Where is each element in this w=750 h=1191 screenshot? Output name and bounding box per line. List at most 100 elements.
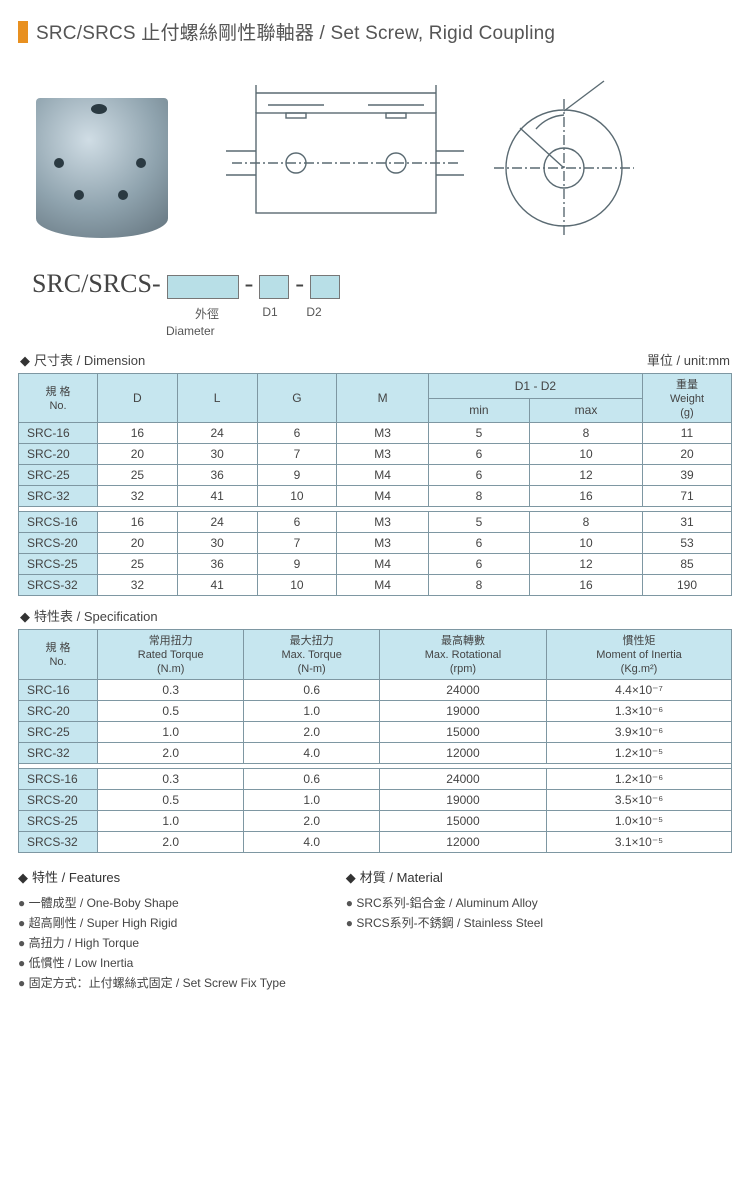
th-D: D bbox=[98, 374, 178, 423]
table-row-label: SRCS-32 bbox=[19, 575, 98, 596]
dimension-table: 規 格No. D L G M D1 - D2 重量Weight(g) min m… bbox=[18, 373, 732, 596]
table-row-label: SRCS-20 bbox=[19, 533, 98, 554]
dimension-section-head: 尺寸表 / Dimension 單位 / unit:mm bbox=[20, 350, 730, 369]
table-row-label: SRC-32 bbox=[19, 742, 98, 763]
table-cell: 7 bbox=[257, 533, 337, 554]
table-row: SRC-200.51.0190001.3×10⁻⁶ bbox=[19, 700, 732, 721]
material-list: SRC系列-鋁合金 / Aluminum Alloy SRCS系列-不銹鋼 / S… bbox=[346, 894, 543, 931]
table-cell: 5 bbox=[428, 423, 529, 444]
th-no: 規 格No. bbox=[19, 374, 98, 423]
table-cell: 6 bbox=[257, 512, 337, 533]
table-cell: 8 bbox=[529, 423, 642, 444]
table-row-label: SRCS-16 bbox=[19, 768, 98, 789]
table-row-label: SRC-25 bbox=[19, 465, 98, 486]
table-cell: 30 bbox=[177, 533, 257, 554]
list-item: SRCS系列-不銹鋼 / Stainless Steel bbox=[346, 914, 543, 931]
model-box-diameter bbox=[167, 275, 239, 299]
th-maxtorque: 最大扭力Max. Torque(N-m) bbox=[244, 630, 380, 679]
th-rpm: 最高轉數Max. Rotational(rpm) bbox=[379, 630, 546, 679]
table-cell: 12000 bbox=[379, 831, 546, 852]
table-row: SRCS-2525369M461285 bbox=[19, 554, 732, 575]
table-cell: 4.0 bbox=[244, 831, 380, 852]
table-cell: 4.4×10⁻⁷ bbox=[547, 679, 732, 700]
table-row-label: SRCS-25 bbox=[19, 810, 98, 831]
table-cell: 36 bbox=[177, 465, 257, 486]
table-cell: 24000 bbox=[379, 768, 546, 789]
table-cell: 25 bbox=[98, 554, 178, 575]
table-row-label: SRC-25 bbox=[19, 721, 98, 742]
table-cell: 30 bbox=[177, 444, 257, 465]
th-min: min bbox=[428, 398, 529, 423]
model-pattern: SRC/SRCS- - - bbox=[32, 269, 732, 299]
list-item: 高扭力 / High Torque bbox=[18, 934, 286, 951]
table-cell: 8 bbox=[428, 486, 529, 507]
table-cell: M3 bbox=[337, 444, 429, 465]
table-cell: 11 bbox=[643, 423, 732, 444]
table-row: SRC-322.04.0120001.2×10⁻⁵ bbox=[19, 742, 732, 763]
table-cell: 1.2×10⁻⁵ bbox=[547, 742, 732, 763]
table-cell: 3.1×10⁻⁵ bbox=[547, 831, 732, 852]
th-weight: 重量Weight(g) bbox=[643, 374, 732, 423]
table-cell: 6 bbox=[257, 423, 337, 444]
table-row-label: SRC-16 bbox=[19, 679, 98, 700]
table-row-label: SRCS-32 bbox=[19, 831, 98, 852]
table-cell: 1.0×10⁻⁵ bbox=[547, 810, 732, 831]
table-cell: 0.5 bbox=[98, 700, 244, 721]
table-cell: 12 bbox=[529, 465, 642, 486]
table-cell: 53 bbox=[643, 533, 732, 554]
table-cell: 0.3 bbox=[98, 679, 244, 700]
th-G: G bbox=[257, 374, 337, 423]
table-cell: 8 bbox=[428, 575, 529, 596]
list-item: 一體成型 / One-Boby Shape bbox=[18, 894, 286, 911]
table-row: SRC-2020307M361020 bbox=[19, 444, 732, 465]
table-row: SRCS-2020307M361053 bbox=[19, 533, 732, 554]
page-title-row: SRC/SRCS 止付螺絲剛性聯軸器 / Set Screw, Rigid Co… bbox=[18, 18, 732, 45]
table-cell: 20 bbox=[643, 444, 732, 465]
table-row: SRCS-251.02.0150001.0×10⁻⁵ bbox=[19, 810, 732, 831]
table-row: SRC-251.02.0150003.9×10⁻⁶ bbox=[19, 721, 732, 742]
table-cell: 6 bbox=[428, 465, 529, 486]
table-cell: M3 bbox=[337, 423, 429, 444]
table-cell: 2.0 bbox=[244, 721, 380, 742]
table-row: SRC-32324110M481671 bbox=[19, 486, 732, 507]
table-cell: 1.0 bbox=[244, 700, 380, 721]
list-item: SRC系列-鋁合金 / Aluminum Alloy bbox=[346, 894, 543, 911]
table-row-label: SRCS-25 bbox=[19, 554, 98, 575]
table-cell: 0.6 bbox=[244, 679, 380, 700]
table-cell: 10 bbox=[257, 575, 337, 596]
table-cell: 32 bbox=[98, 575, 178, 596]
table-cell: 31 bbox=[643, 512, 732, 533]
table-cell: 24 bbox=[177, 512, 257, 533]
spec-section-head: 特性表 / Specification bbox=[20, 606, 730, 625]
table-cell: 0.5 bbox=[98, 789, 244, 810]
features-title: 特性 / Features bbox=[18, 867, 286, 886]
table-cell: M4 bbox=[337, 575, 429, 596]
table-row: SRC-2525369M461239 bbox=[19, 465, 732, 486]
th-inertia: 慣性矩Moment of Inertia(Kg.m²) bbox=[547, 630, 732, 679]
table-cell: 2.0 bbox=[98, 742, 244, 763]
table-row-label: SRC-20 bbox=[19, 700, 98, 721]
table-cell: 3.5×10⁻⁶ bbox=[547, 789, 732, 810]
diagram-row bbox=[18, 63, 732, 243]
table-row: SRCS-32324110M4816190 bbox=[19, 575, 732, 596]
dimension-unit: 單位 / unit:mm bbox=[647, 350, 730, 369]
th-M: M bbox=[337, 374, 429, 423]
table-cell: 6 bbox=[428, 554, 529, 575]
table-cell: 1.0 bbox=[98, 721, 244, 742]
title-accent-bar bbox=[18, 21, 28, 43]
table-cell: 2.0 bbox=[244, 810, 380, 831]
th-max: max bbox=[529, 398, 642, 423]
footer-columns: 特性 / Features 一體成型 / One-Boby Shape超高剛性 … bbox=[18, 867, 732, 994]
table-cell: 24 bbox=[177, 423, 257, 444]
model-box-d2 bbox=[310, 275, 340, 299]
table-row: SRCS-1616246M35831 bbox=[19, 512, 732, 533]
table-cell: 12000 bbox=[379, 742, 546, 763]
spec-title: 特性表 / Specification bbox=[20, 606, 158, 625]
table-cell: 2.0 bbox=[98, 831, 244, 852]
table-row: SRCS-200.51.0190003.5×10⁻⁶ bbox=[19, 789, 732, 810]
table-row: SRC-160.30.6240004.4×10⁻⁷ bbox=[19, 679, 732, 700]
table-cell: 5 bbox=[428, 512, 529, 533]
table-row: SRCS-322.04.0120003.1×10⁻⁵ bbox=[19, 831, 732, 852]
table-cell: 1.0 bbox=[244, 789, 380, 810]
th-L: L bbox=[177, 374, 257, 423]
